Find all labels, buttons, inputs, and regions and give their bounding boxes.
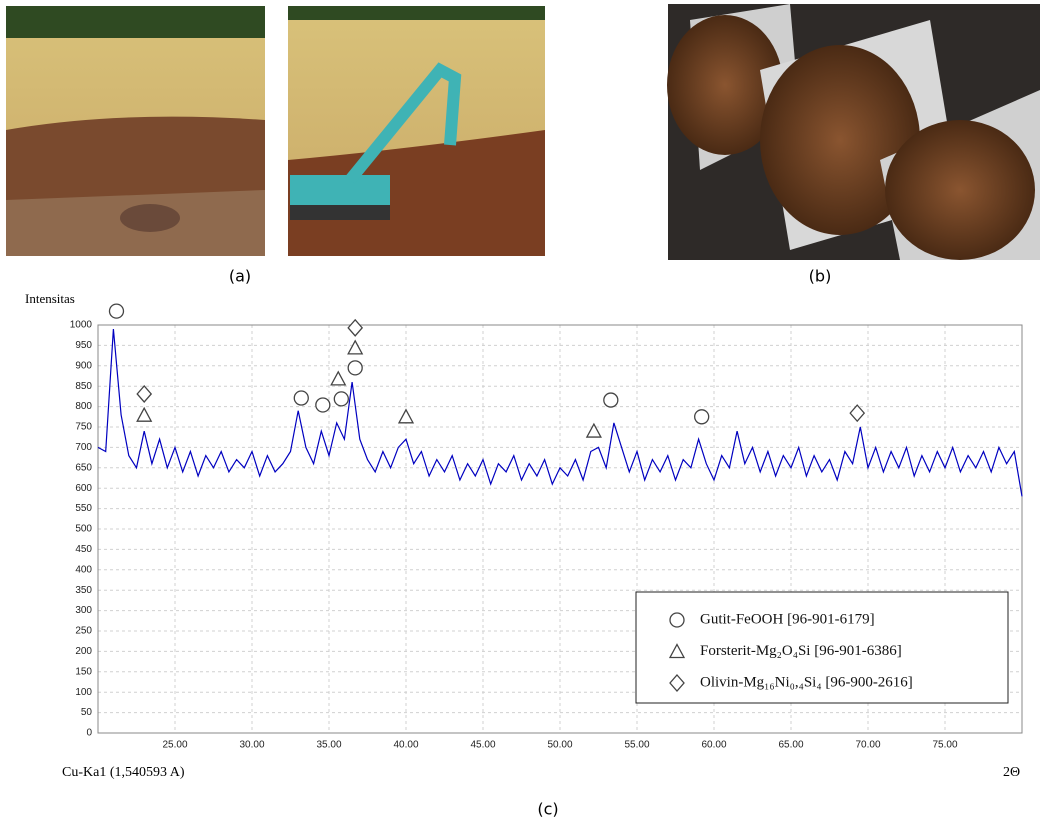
y-tick-label: 100	[75, 687, 92, 698]
caption: (c)	[537, 800, 558, 819]
photos: (a) (b)	[0, 0, 1048, 290]
photo-pellets	[667, 4, 1040, 260]
excavator	[290, 175, 390, 210]
y-tick-label: 150	[75, 666, 92, 677]
y-tick-label: 450	[75, 544, 92, 555]
legend-symbol	[670, 613, 684, 627]
y-tick-label: 550	[75, 503, 92, 514]
phase-marker	[348, 320, 362, 336]
phase-marker	[348, 361, 362, 375]
y-tick-label: 800	[75, 401, 92, 412]
x-tick-label: 40.00	[393, 740, 418, 751]
x-tick-label: 25.00	[162, 740, 187, 751]
phase-marker	[109, 304, 123, 318]
x-tick-label: 70.00	[855, 740, 880, 751]
phase-marker	[695, 410, 709, 424]
y-tick-label: 350	[75, 585, 92, 596]
x-tick-label: 75.00	[932, 740, 957, 751]
phase-marker	[850, 405, 864, 421]
y-tick-label: 950	[75, 340, 92, 351]
y-tick-label: 900	[75, 360, 92, 371]
photo-mine-1	[6, 6, 265, 256]
y-tick-label: 700	[75, 442, 92, 453]
y-tick-label: 300	[75, 605, 92, 616]
y-tick-label: 500	[75, 524, 92, 535]
caption: (a)	[229, 267, 251, 286]
x-tick-label: 60.00	[701, 740, 726, 751]
x-tick-label: 45.00	[470, 740, 495, 751]
caption: (b)	[809, 267, 832, 286]
y-tick-label: 600	[75, 483, 92, 494]
x-axis-label: 2Θ	[1003, 765, 1020, 780]
y-tick-label: 50	[81, 707, 93, 718]
phase-marker	[334, 392, 348, 406]
figure: (a) (b) Intensitas Cu-Ka1 (1,540593 A) 2…	[0, 0, 1048, 823]
y-tick-label: 400	[75, 564, 92, 575]
x-tick-label: 50.00	[547, 740, 572, 751]
y-tick-label: 850	[75, 381, 92, 392]
y-axis-label: Intensitas	[25, 291, 75, 306]
y-tick-label: 0	[86, 728, 92, 739]
phase-marker	[137, 386, 151, 402]
phase-marker	[316, 398, 330, 412]
y-tick-label: 200	[75, 646, 92, 657]
chart: Intensitas Cu-Ka1 (1,540593 A) 2Θ (c) 0 5…	[0, 290, 1048, 823]
phase-marker	[137, 408, 151, 421]
x-tick-label: 35.00	[316, 740, 341, 751]
phase-marker	[331, 372, 345, 385]
phase-marker	[587, 424, 601, 437]
phase-marker	[294, 391, 308, 405]
photo-mine-2	[288, 6, 545, 256]
legend-label: Olivin-Mg₁₆Ni₀,₄Si₄ [96-900-2616]	[700, 674, 913, 690]
x-tick-label: 65.00	[778, 740, 803, 751]
y-tick-label: 750	[75, 422, 92, 433]
phase-marker	[348, 341, 362, 354]
x-tick-label: 55.00	[624, 740, 649, 751]
y-tick-label: 650	[75, 462, 92, 473]
source-label: Cu-Ka1 (1,540593 A)	[62, 765, 185, 780]
legend-label: Forsterit-Mg₂O₄Si [96-901-6386]	[700, 643, 902, 659]
y-tick-label: 250	[75, 626, 92, 637]
phase-marker	[399, 410, 413, 423]
x-tick-label: 30.00	[239, 740, 264, 751]
legend-label: Gutit-FeOOH [96-901-6179]	[700, 611, 875, 627]
phase-marker	[604, 393, 618, 407]
y-tick-label: 1000	[70, 320, 93, 331]
